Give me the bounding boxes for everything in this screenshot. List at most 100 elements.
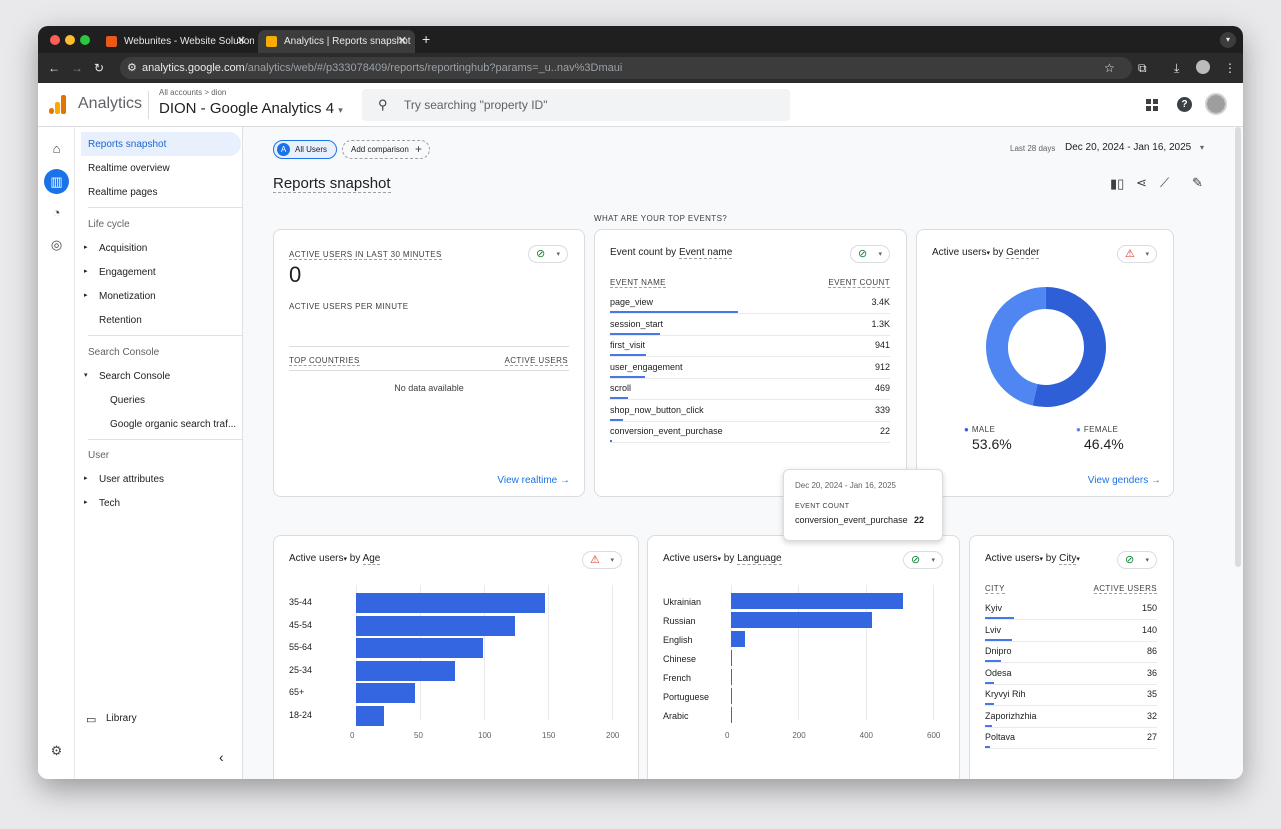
card-status-dropdown[interactable]: ⚠ ▾ <box>1117 245 1157 263</box>
nav-retention[interactable]: Retention <box>99 315 142 326</box>
donut-slice-male[interactable] <box>1032 287 1106 407</box>
chart-bar[interactable] <box>731 688 732 704</box>
gender-title-dimension[interactable]: Gender <box>1006 247 1040 259</box>
donut-slice-female[interactable] <box>986 287 1047 406</box>
expand-arrow-icon[interactable]: ▸ <box>84 499 88 506</box>
chart-bar[interactable] <box>356 660 455 681</box>
chart-bar[interactable] <box>731 631 746 647</box>
nav-google-organic-search[interactable]: Google organic search traf... <box>110 419 237 430</box>
card-status-dropdown[interactable]: ⊘ ▾ <box>1117 551 1157 569</box>
chart-bar[interactable] <box>731 707 732 723</box>
nav-section-user[interactable]: User <box>88 450 110 461</box>
explore-icon[interactable]: ◔ <box>52 205 61 220</box>
chart-bar[interactable] <box>356 638 483 658</box>
table-row[interactable]: Zaporizhzhia 32 <box>985 707 1157 728</box>
card-status-dropdown[interactable]: ⊘ ▾ <box>528 245 568 263</box>
advertising-icon[interactable]: ◎ <box>50 237 63 252</box>
age-title-dimension[interactable]: Age <box>362 553 381 565</box>
insights-icon[interactable]: ⟋ <box>1160 175 1170 190</box>
reload-icon[interactable]: ↻ <box>94 61 105 75</box>
expand-arrow-icon[interactable]: ▸ <box>84 475 88 482</box>
nav-user-attributes[interactable]: User attributes <box>99 474 165 485</box>
collapse-arrow-icon[interactable]: ▾ <box>84 372 88 379</box>
back-icon[interactable]: ← <box>48 61 60 75</box>
expand-arrow-icon[interactable]: ▸ <box>84 268 88 275</box>
chart-bar[interactable] <box>356 705 385 726</box>
language-title-metric[interactable]: Active users <box>663 553 718 564</box>
forward-icon[interactable]: → <box>71 61 83 75</box>
table-row[interactable]: page_view 3.4K <box>610 293 890 314</box>
customize-report-icon[interactable]: ▮▯ <box>1110 176 1125 191</box>
main-scrollbar[interactable] <box>1235 127 1241 567</box>
expand-arrow-icon[interactable]: ▸ <box>84 292 88 299</box>
extensions-icon[interactable]: ⧉ <box>1138 61 1147 75</box>
profile-avatar-icon[interactable] <box>1196 60 1210 74</box>
minimize-window-button[interactable] <box>65 35 75 45</box>
help-icon[interactable]: ? <box>1177 97 1192 112</box>
add-comparison-button[interactable]: Add comparison + <box>342 140 430 159</box>
maximize-window-button[interactable] <box>80 35 90 45</box>
table-row[interactable]: Dnipro 86 <box>985 642 1157 663</box>
admin-gear-icon[interactable]: ⚙ <box>50 743 63 758</box>
table-row[interactable]: first_visit 941 <box>610 336 890 357</box>
chart-bar[interactable] <box>731 593 903 609</box>
nav-search-console-group[interactable]: Search Console <box>99 371 171 382</box>
table-row[interactable]: Poltava 27 <box>985 728 1157 749</box>
chart-bar[interactable] <box>356 683 415 703</box>
expand-arrow-icon[interactable]: ▸ <box>84 244 88 251</box>
events-title-dimension[interactable]: Event name <box>678 247 733 259</box>
nav-acquisition[interactable]: Acquisition <box>99 243 148 254</box>
search-input[interactable]: ⚲ Try searching "property ID" <box>362 89 790 121</box>
table-row[interactable]: Odesa 36 <box>985 664 1157 685</box>
user-avatar[interactable] <box>1205 93 1227 115</box>
chart-bar[interactable] <box>731 669 732 685</box>
collapse-nav-icon[interactable]: ‹ <box>219 749 224 765</box>
date-range-selector[interactable]: Dec 20, 2024 - Jan 16, 2025 ▾ <box>1065 142 1204 153</box>
card-status-dropdown[interactable]: ⊘ ▾ <box>850 245 890 263</box>
table-row[interactable]: scroll 469 <box>610 379 890 400</box>
chart-bar[interactable] <box>731 650 732 666</box>
nav-queries[interactable]: Queries <box>110 395 146 406</box>
view-realtime-link[interactable]: View realtime → <box>497 475 570 486</box>
nav-section-lifecycle[interactable]: Life cycle <box>88 219 130 230</box>
age-title-metric[interactable]: Active users <box>289 553 344 564</box>
close-window-button[interactable] <box>50 35 60 45</box>
card-status-dropdown[interactable]: ⊘ ▾ <box>903 551 943 569</box>
close-tab-icon[interactable]: ✕ <box>397 35 407 47</box>
browser-menu-icon[interactable]: ⋮ <box>1224 61 1236 75</box>
share-icon[interactable]: ⋖ <box>1136 175 1147 190</box>
segment-chip-all-users[interactable]: A All Users <box>273 140 337 159</box>
nav-section-search-console[interactable]: Search Console <box>88 347 160 358</box>
table-row[interactable]: user_engagement 912 <box>610 358 890 379</box>
city-title-dimension[interactable]: City <box>1059 553 1077 565</box>
browser-tab-analytics[interactable]: Analytics | Reports snapshot ✕ <box>258 30 415 53</box>
apps-grid-icon[interactable] <box>1146 99 1158 111</box>
view-genders-link[interactable]: View genders → <box>1088 475 1161 486</box>
chart-bar[interactable] <box>731 612 873 628</box>
url-input[interactable]: ⚙ analytics.google.com/analytics/web/#/p… <box>120 57 1132 79</box>
download-icon[interactable]: ⤓ <box>1174 61 1180 75</box>
nav-realtime-pages[interactable]: Realtime pages <box>88 187 158 198</box>
nav-engagement[interactable]: Engagement <box>99 267 156 278</box>
home-icon[interactable]: ⌂ <box>52 141 61 156</box>
site-info-icon[interactable]: ⚙ <box>127 62 137 74</box>
chart-bar[interactable] <box>356 593 546 613</box>
property-selector[interactable]: DION - Google Analytics 4 ▾ <box>159 100 343 117</box>
city-title-metric[interactable]: Active users <box>985 553 1040 564</box>
nav-realtime-overview[interactable]: Realtime overview <box>88 163 170 174</box>
table-row[interactable]: Lviv 140 <box>985 621 1157 642</box>
nav-tech[interactable]: Tech <box>99 498 121 509</box>
analytics-logo-icon[interactable] <box>49 95 67 115</box>
gender-title-metric[interactable]: Active users <box>932 247 987 258</box>
table-row[interactable]: session_start 1.3K <box>610 315 890 336</box>
account-breadcrumb[interactable]: All accounts > dion <box>159 88 227 97</box>
tab-search-icon[interactable]: ▾ <box>1220 32 1236 48</box>
new-tab-icon[interactable]: + <box>422 31 431 47</box>
card-status-dropdown[interactable]: ⚠ ▾ <box>582 551 622 569</box>
nav-reports-snapshot[interactable]: Reports snapshot <box>88 139 167 150</box>
bookmark-star-icon[interactable]: ☆ <box>1104 61 1115 75</box>
language-title-dimension[interactable]: Language <box>737 553 782 565</box>
reports-icon[interactable]: ▥ <box>44 169 69 194</box>
nav-monetization[interactable]: Monetization <box>99 291 156 302</box>
browser-tab-webunites[interactable]: Webunites - Website Solution ✕ <box>98 30 254 53</box>
